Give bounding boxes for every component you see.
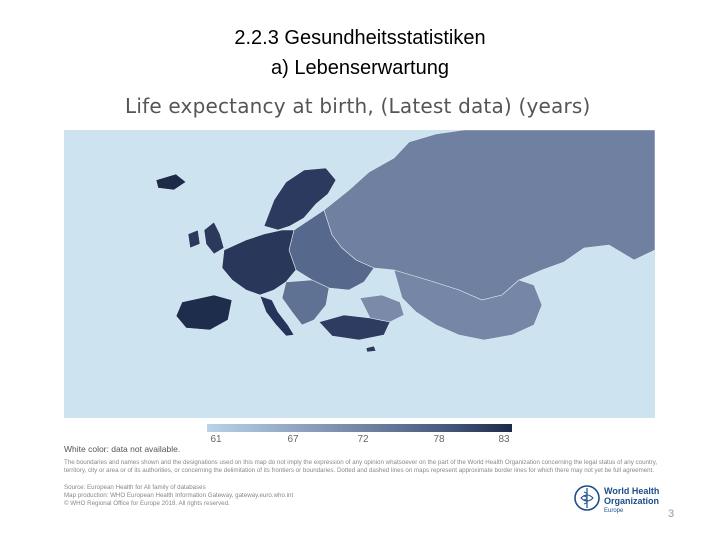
legend-ticks: 61 67 72 78 83 [207, 432, 512, 446]
russia-region [323, 130, 655, 301]
page-number: 3 [668, 508, 675, 520]
central-asia-region [393, 269, 543, 341]
slide-title: 2.2.3 Gesundheitsstatistiken [234, 27, 486, 49]
legend-color-scale [207, 424, 512, 432]
italy-region [259, 295, 295, 337]
balkans-region [281, 279, 330, 326]
uk-region [203, 221, 225, 255]
who-logo [572, 484, 672, 520]
scandinavia-region [263, 167, 337, 231]
disclaimer: The boundaries and names shown and the d… [64, 459, 658, 474]
who-emblem-icon [574, 485, 600, 511]
cyprus-region [365, 345, 377, 353]
map-title: Life expectancy at birth, (Latest data) … [125, 94, 591, 118]
iberia-region [175, 294, 233, 331]
slide-subtitle: a) Lebenserwartung [271, 57, 449, 79]
who-name-line: World Health [604, 486, 660, 496]
source-notes: Source: European Health for All family o… [64, 484, 464, 508]
who-region: Europe [604, 508, 624, 514]
legend-tick: 61 [210, 434, 222, 445]
source-line: Source: European Health for All family o… [64, 484, 206, 491]
legend-tick: 78 [433, 434, 445, 445]
no-data-note: White color: data not available. [64, 444, 181, 454]
source-line: © WHO Regional Office for Europe 2018. A… [64, 500, 230, 507]
europe-map [64, 130, 655, 418]
source-line: Map production: WHO European Health Info… [64, 492, 294, 499]
iceland-region [155, 173, 187, 191]
who-name-line: Organization [604, 496, 660, 506]
europe-map-svg [155, 130, 655, 353]
legend-tick: 83 [498, 434, 510, 445]
legend: 61 67 72 78 83 [207, 424, 512, 446]
ireland-region [187, 229, 201, 249]
legend-tick: 72 [357, 434, 369, 445]
western-europe-region [221, 229, 297, 296]
who-name: World Health Organization [604, 486, 659, 506]
turkey-region [318, 314, 391, 341]
legend-tick: 67 [287, 434, 299, 445]
